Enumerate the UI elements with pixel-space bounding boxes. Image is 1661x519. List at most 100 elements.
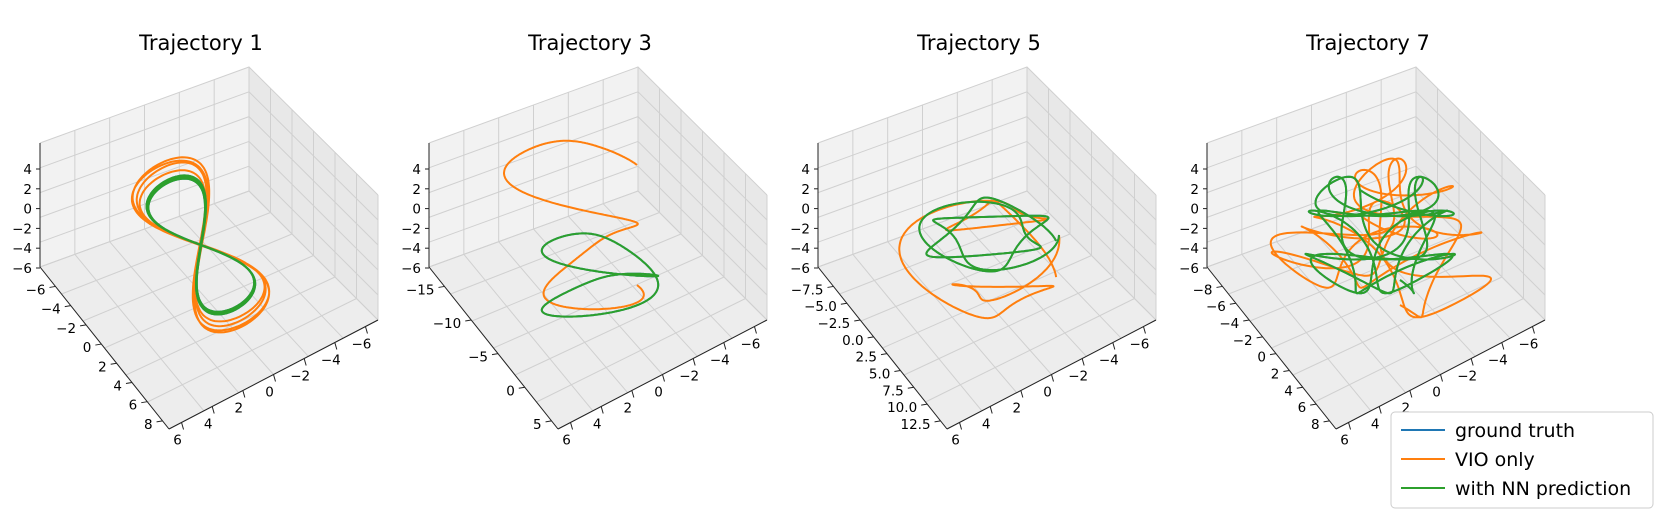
right-tick-label: −4 — [1099, 353, 1119, 369]
z-tick-label: −4 — [12, 241, 32, 257]
z-tick-label: −2 — [790, 221, 810, 237]
right-tick-label: −4 — [710, 353, 730, 369]
right-tick-label: 6 — [951, 432, 960, 448]
left-tick-label: 2 — [1271, 366, 1280, 382]
series-line-vio-only — [898, 199, 1061, 320]
left-tick-label: −15 — [406, 282, 435, 298]
z-tick-label: −2 — [1179, 221, 1199, 237]
left-tick-label: 0 — [83, 340, 92, 356]
left-tick-mark — [1323, 420, 1330, 423]
right-tick-label: 6 — [173, 432, 182, 448]
left-tick-mark — [921, 403, 928, 406]
z-tick-label: −6 — [12, 261, 32, 277]
left-tick-label: −10 — [433, 316, 462, 332]
left-tick-mark — [110, 362, 117, 365]
right-tick-label: −6 — [741, 337, 761, 353]
right-tick-label: −6 — [352, 337, 372, 353]
right-tick-mark — [211, 406, 215, 414]
right-tick-mark — [600, 406, 604, 414]
z-tick-label: 4 — [1190, 162, 1199, 178]
left-tick-label: 2 — [98, 359, 107, 375]
right-tick-label: 6 — [1340, 432, 1349, 448]
z-tick-label: 4 — [412, 162, 421, 178]
series-line-vio-only — [1269, 157, 1492, 319]
z-tick-label: 0 — [412, 202, 421, 218]
right-tick-label: 4 — [593, 416, 602, 432]
z-tick-label: −6 — [790, 261, 810, 277]
left-tick-mark — [141, 401, 148, 404]
curves — [1269, 157, 1492, 319]
left-tick-mark — [894, 369, 901, 372]
right-tick-label: 2 — [624, 400, 633, 416]
curves — [898, 196, 1061, 320]
series-line-with-nn-prediction — [145, 174, 257, 316]
left-tick-label: 5 — [533, 417, 542, 433]
left-tick-mark — [1296, 386, 1303, 389]
left-tick-mark — [1216, 285, 1223, 288]
panels: Trajectory 1420−2−4−6−6−4−2024686420−2−4… — [12, 31, 1546, 448]
right-tick-label: −6 — [1130, 337, 1150, 353]
right-tick-mark — [723, 342, 727, 350]
right-tick-mark — [1378, 406, 1382, 414]
right-tick-mark — [181, 422, 185, 430]
right-tick-mark — [1409, 390, 1413, 398]
left-tick-mark — [545, 420, 552, 423]
panel-title: Trajectory 5 — [916, 31, 1041, 55]
left-tick-label: 12.5 — [900, 417, 930, 433]
z-tick-label: 2 — [1190, 182, 1199, 198]
right-tick-mark — [1531, 326, 1535, 334]
series-line-vio-only — [503, 139, 645, 311]
left-tick-mark — [156, 420, 163, 423]
right-tick-mark — [989, 406, 993, 414]
left-tick-label: 6 — [129, 398, 138, 414]
floor-pane — [1207, 191, 1545, 429]
left-tick-label: −6 — [1206, 299, 1226, 315]
z-tick-label: 0 — [1190, 202, 1199, 218]
right-tick-mark — [1440, 374, 1443, 382]
right-tick-mark — [662, 374, 665, 382]
right-tick-mark — [1051, 374, 1054, 382]
left-tick-mark — [1310, 403, 1317, 406]
left-tick-mark — [827, 285, 834, 288]
curves — [130, 156, 271, 334]
left-tick-mark — [79, 324, 87, 327]
trajectory-panel-2: Trajectory 3420−2−4−6−15−10−5056420−2−4−… — [401, 31, 768, 448]
legend-label: with NN prediction — [1455, 478, 1631, 500]
right-tick-mark — [959, 422, 963, 430]
right-tick-mark — [242, 390, 246, 398]
legend-box — [1390, 411, 1654, 509]
left-tick-label: 0 — [506, 383, 515, 399]
curves — [503, 139, 660, 318]
right-tick-mark — [1348, 422, 1352, 430]
left-tick-mark — [491, 353, 499, 356]
right-tick-mark — [631, 390, 635, 398]
left-tick-label: 8 — [144, 417, 153, 433]
z-tick-label: −4 — [790, 241, 810, 257]
right-tick-label: 4 — [1371, 416, 1380, 432]
right-tick-label: 2 — [1013, 400, 1022, 416]
series-line-with-nn-prediction — [1304, 175, 1456, 295]
z-tick-label: −4 — [1179, 241, 1199, 257]
left-tick-mark — [125, 381, 133, 384]
right-tick-mark — [692, 358, 696, 366]
right-tick-mark — [273, 374, 276, 382]
right-tick-label: 2 — [1402, 400, 1411, 416]
left-tick-mark — [1229, 302, 1236, 305]
left-tick-mark — [840, 302, 847, 305]
left-tick-label: 4 — [1284, 383, 1293, 399]
z-tick-label: 4 — [23, 162, 32, 178]
z-tick-label: −2 — [401, 221, 421, 237]
right-tick-label: 6 — [562, 432, 571, 448]
legend-label: VIO only — [1455, 449, 1535, 471]
right-tick-mark — [1470, 358, 1474, 366]
right-tick-label: 0 — [1432, 385, 1441, 401]
left-tick-label: 6 — [1298, 400, 1307, 416]
z-tick-label: 2 — [23, 182, 32, 198]
series-line-with-nn-prediction — [918, 196, 1060, 273]
z-tick-label: −4 — [401, 241, 421, 257]
left-tick-label: 10.0 — [887, 400, 917, 416]
z-tick-label: −2 — [12, 221, 32, 237]
floor-pane — [818, 191, 1156, 429]
legend: ground truth VIO only with NN prediction — [1390, 411, 1654, 509]
left-tick-label: 0.0 — [842, 333, 863, 349]
